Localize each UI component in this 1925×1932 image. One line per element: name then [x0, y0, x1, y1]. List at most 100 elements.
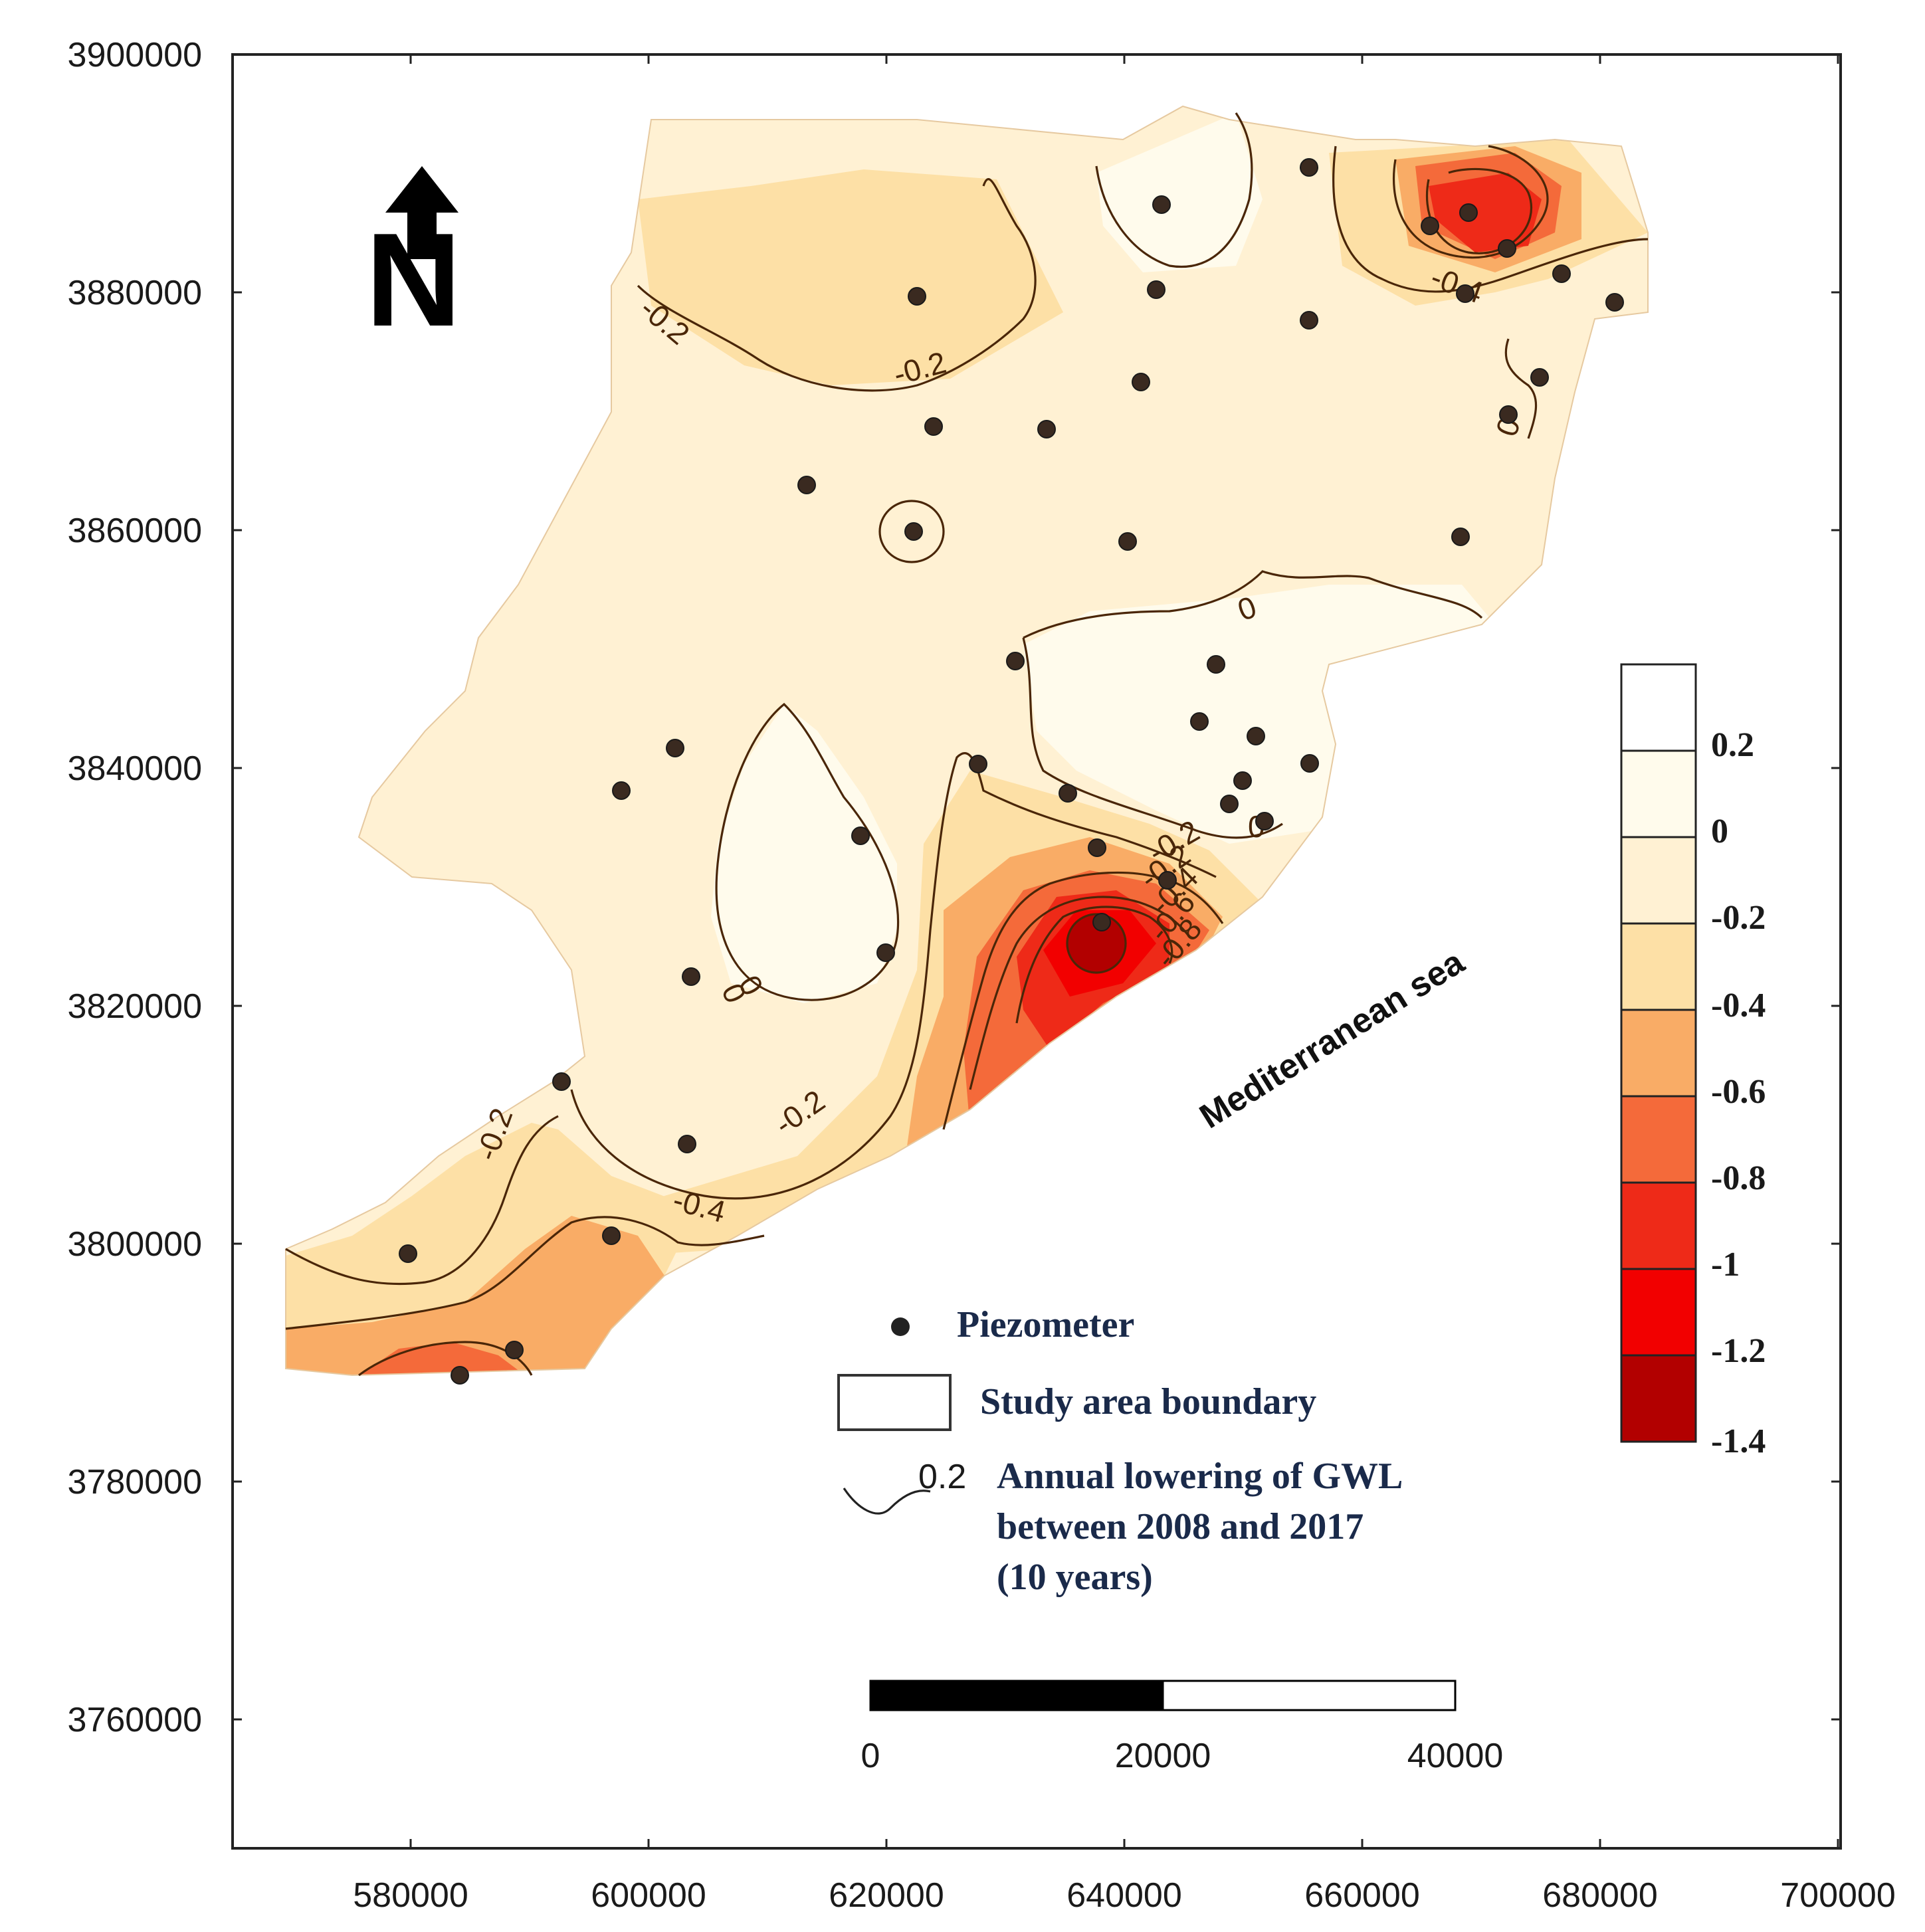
contour-line: [1095, 112, 1253, 268]
piezometer-marker: [1605, 293, 1624, 312]
scale-bar-black-segment: [869, 1680, 1164, 1711]
x-tick-label: 640000: [1066, 1876, 1182, 1915]
piezometer-marker: [851, 826, 870, 845]
piezometer-marker: [1300, 754, 1319, 773]
ramp-swatch: [1620, 836, 1697, 925]
contour-ring: [878, 500, 945, 563]
piezometer-marker: [399, 1244, 417, 1263]
piezometer-marker: [1451, 528, 1470, 546]
piezometer-marker: [1255, 812, 1274, 830]
y-tick-label: 3900000: [68, 36, 202, 74]
band-neg08-northeast: [1429, 173, 1542, 252]
contour-line: [1332, 145, 1649, 293]
ramp-swatch: [1620, 1095, 1697, 1184]
piezometer-marker: [1132, 373, 1150, 391]
contour-lines: [285, 112, 1649, 1377]
piezometer-marker: [1207, 655, 1225, 674]
scale-bar-label-1: 20000: [1115, 1737, 1211, 1775]
y-tick-label: 3840000: [68, 749, 202, 788]
contour-ring: [1066, 913, 1127, 974]
ramp-swatch: [1620, 922, 1697, 1011]
contour-line: [1023, 570, 1483, 639]
ramp-swatch: [1620, 1268, 1697, 1357]
piezometer-marker: [1530, 368, 1549, 387]
piezometer-marker: [908, 287, 926, 306]
band-neg12-south: [1066, 914, 1126, 973]
piezometer-marker: [797, 476, 816, 494]
legend: Piezometer Study area boundary 0.2 Annua…: [837, 1304, 1403, 1598]
ramp-label: -0.2: [1711, 899, 1766, 937]
contour-line: [358, 1341, 533, 1377]
contour-line: [1022, 637, 1283, 839]
piezometer-marker: [666, 739, 684, 757]
contour-line: [969, 896, 1191, 1090]
piezometer-marker: [1118, 532, 1137, 551]
piezometer-marker: [451, 1366, 469, 1385]
piezometer-marker: [924, 417, 943, 436]
piezometer-marker: [505, 1341, 524, 1359]
piezometer-marker: [1006, 652, 1025, 670]
scale-bar-white-segment: [1162, 1680, 1457, 1711]
study-area-boundary: [285, 105, 1649, 1377]
legend-contour-line-1: Annual lowering of GWL: [997, 1456, 1403, 1497]
ramp-label: -0.4: [1711, 987, 1766, 1024]
ramp-label: -1.4: [1711, 1422, 1766, 1460]
y-tick-label: 3820000: [68, 987, 202, 1026]
y-tick-label: 3800000: [68, 1225, 202, 1264]
x-tick-label: 620000: [829, 1876, 944, 1915]
band-neg06-southwest: [359, 1342, 525, 1375]
piezometer-marker: [1190, 712, 1209, 731]
piezometer-marker: [1300, 158, 1318, 177]
piezometer-marker: [1498, 239, 1516, 258]
ramp-swatch: [1620, 749, 1697, 838]
legend-boundary-symbol: [837, 1374, 952, 1431]
piezometer-marker: [1152, 195, 1171, 214]
scale-bar: 0 20000 40000: [861, 1680, 1503, 1775]
y-axis: 3900000 3880000 3860000 3840000 3820000 38000…: [68, 36, 1841, 1739]
contour-line: [1015, 906, 1173, 1024]
x-tick-label: 700000: [1780, 1876, 1896, 1915]
ramp-label: -0.6: [1711, 1073, 1766, 1111]
x-tick-label: 660000: [1304, 1876, 1420, 1915]
contour-line: [285, 1115, 559, 1286]
piezometer-marker: [1088, 838, 1106, 857]
piezometer-marker: [612, 781, 631, 800]
contour-line: [715, 702, 900, 1001]
piezometer-marker: [1247, 727, 1265, 745]
band-neg02-north: [638, 169, 1063, 385]
scale-bar-label-0: 0: [861, 1737, 880, 1775]
band-neg04-southwest: [286, 1216, 664, 1375]
x-tick-label: 600000: [591, 1876, 706, 1915]
contour-line: [1504, 338, 1538, 439]
piezometer-marker: [602, 1226, 621, 1245]
piezometer-marker: [682, 967, 700, 986]
contour-line: [637, 178, 1037, 392]
legend-contour-symbol: [843, 1488, 931, 1515]
piezometer-marker: [1456, 284, 1474, 303]
piezometer-marker: [876, 943, 895, 962]
piezometer-marker: [1300, 311, 1318, 330]
legend-contour-value: 0.2: [918, 1458, 966, 1496]
ramp-label: -1.2: [1711, 1332, 1766, 1370]
x-tick-label: 580000: [353, 1876, 468, 1915]
piezometer-marker: [1037, 420, 1056, 438]
piezometer-marker: [1059, 784, 1077, 803]
ramp-label: 0: [1711, 813, 1728, 850]
piezometer-marker: [1233, 771, 1252, 790]
y-tick-label: 3780000: [68, 1463, 202, 1501]
piezometer-marker: [1220, 795, 1239, 813]
piezometers: [399, 158, 1624, 1385]
ramp-swatch: [1620, 663, 1697, 752]
ramp-swatch: [1620, 1009, 1697, 1098]
legend-piezometer-label: Piezometer: [957, 1304, 1134, 1345]
x-axis: 580000 600000 620000 640000 660000 680000 7000…: [233, 54, 1896, 1915]
piezometer-marker: [904, 522, 923, 541]
legend-contour-line-2: between 2008 and 2017: [997, 1506, 1364, 1547]
piezometer-marker: [1158, 871, 1177, 890]
x-tick-label: 680000: [1542, 1876, 1658, 1915]
color-ramp: 0.2 0 -0.2 -0.4 -0.6 -0.8 -1 -1.2 -1.4: [1620, 663, 1766, 1460]
legend-boundary-label: Study area boundary: [980, 1381, 1316, 1422]
piezometer-marker: [1092, 913, 1111, 931]
piezometer-marker: [1499, 405, 1518, 424]
